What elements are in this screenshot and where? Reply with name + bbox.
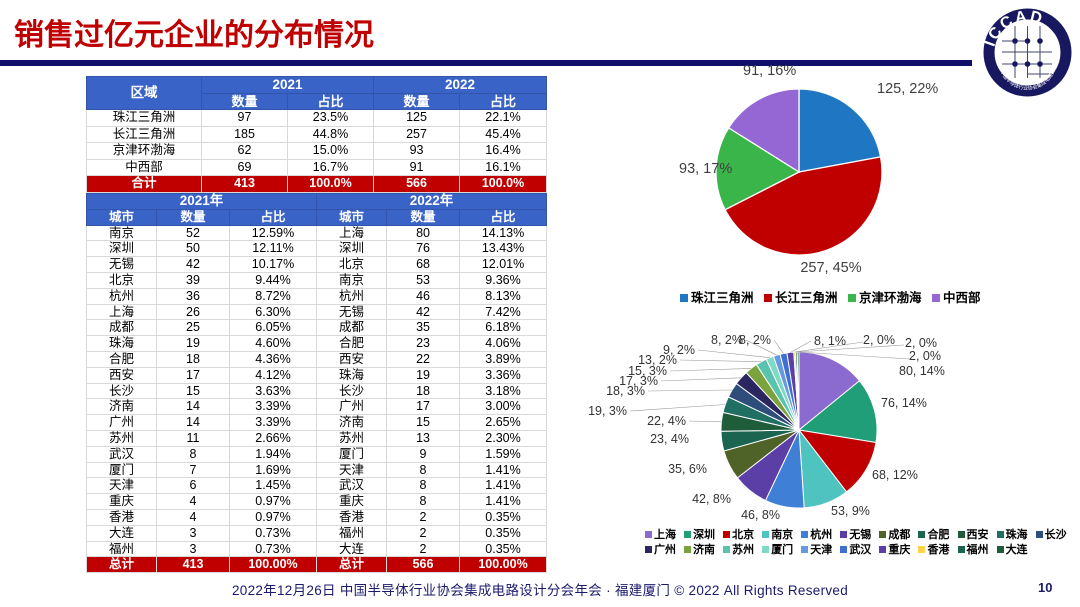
svg-text:8, 1%: 8, 1% [814,334,846,348]
svg-text:23, 4%: 23, 4% [650,432,689,446]
svg-text:76, 14%: 76, 14% [881,396,927,410]
svg-text:2, 0%: 2, 0% [863,333,895,347]
svg-text:9, 2%: 9, 2% [663,343,695,357]
svg-text:80, 14%: 80, 14% [899,364,945,378]
svg-text:91, 16%: 91, 16% [743,63,796,79]
svg-text:257, 45%: 257, 45% [800,260,861,275]
svg-text:22, 4%: 22, 4% [647,414,686,428]
svg-text:42, 8%: 42, 8% [692,492,731,506]
svg-text:46, 8%: 46, 8% [741,508,780,522]
svg-text:8, 2%: 8, 2% [739,333,771,347]
svg-text:68, 12%: 68, 12% [872,468,918,482]
svg-text:19, 3%: 19, 3% [588,404,627,418]
svg-text:93, 17%: 93, 17% [679,161,732,177]
svg-text:2, 0%: 2, 0% [905,336,937,350]
svg-text:125, 22%: 125, 22% [877,81,938,97]
svg-text:2, 0%: 2, 0% [909,349,941,363]
svg-text:35, 6%: 35, 6% [668,462,707,476]
svg-text:53, 9%: 53, 9% [831,504,870,518]
